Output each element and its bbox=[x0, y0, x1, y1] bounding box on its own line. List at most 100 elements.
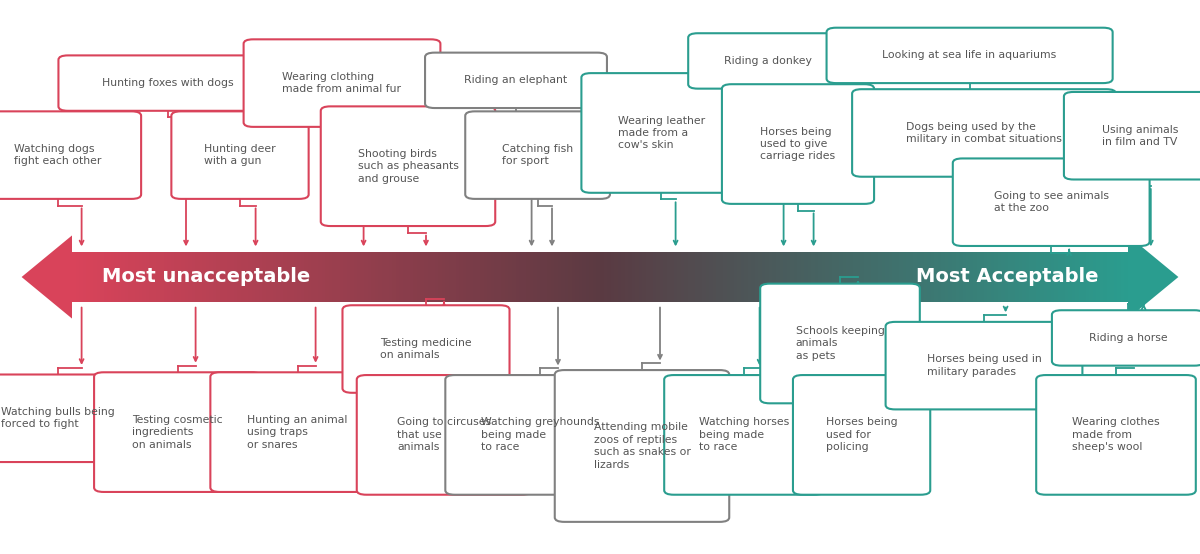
Bar bbox=[72, 252, 76, 302]
Bar bbox=[238, 252, 241, 302]
Text: Wearing clothing
made from animal fur: Wearing clothing made from animal fur bbox=[282, 72, 402, 94]
Bar bbox=[86, 252, 90, 302]
Text: Schools keeping
animals
as pets: Schools keeping animals as pets bbox=[796, 326, 884, 361]
Bar bbox=[680, 252, 684, 302]
Bar bbox=[952, 252, 955, 302]
Bar bbox=[800, 252, 804, 302]
Bar bbox=[192, 252, 196, 302]
Bar bbox=[136, 252, 139, 302]
Text: Going to see animals
at the zoo: Going to see animals at the zoo bbox=[994, 191, 1109, 213]
Bar bbox=[118, 252, 121, 302]
Bar bbox=[962, 252, 966, 302]
Bar bbox=[476, 252, 480, 302]
Bar bbox=[833, 252, 836, 302]
Bar bbox=[737, 252, 740, 302]
Bar bbox=[343, 252, 347, 302]
Bar bbox=[445, 252, 449, 302]
Bar bbox=[997, 252, 1001, 302]
Bar bbox=[744, 252, 748, 302]
Bar bbox=[628, 252, 631, 302]
Bar bbox=[540, 252, 544, 302]
Bar bbox=[582, 252, 586, 302]
Bar bbox=[79, 252, 83, 302]
Bar bbox=[385, 252, 389, 302]
Bar bbox=[720, 252, 724, 302]
Bar bbox=[1090, 252, 1093, 302]
Text: Going to circuses
that use
animals: Going to circuses that use animals bbox=[397, 418, 491, 452]
Bar bbox=[966, 252, 970, 302]
Polygon shape bbox=[22, 235, 72, 319]
FancyBboxPatch shape bbox=[827, 28, 1112, 83]
Bar bbox=[875, 252, 878, 302]
Text: Wearing leather
made from a
cow's skin: Wearing leather made from a cow's skin bbox=[618, 116, 704, 150]
Bar bbox=[547, 252, 551, 302]
FancyBboxPatch shape bbox=[466, 111, 610, 199]
Bar bbox=[287, 252, 290, 302]
Bar bbox=[1106, 252, 1110, 302]
Bar bbox=[294, 252, 298, 302]
Bar bbox=[230, 252, 234, 302]
Bar bbox=[684, 252, 688, 302]
Bar bbox=[1124, 252, 1128, 302]
Bar bbox=[815, 252, 818, 302]
Bar bbox=[1026, 252, 1030, 302]
Bar bbox=[156, 252, 160, 302]
Bar bbox=[256, 252, 258, 302]
Bar bbox=[973, 252, 977, 302]
FancyBboxPatch shape bbox=[1064, 92, 1200, 179]
Bar bbox=[94, 252, 97, 302]
Text: Watching horses
being made
to race: Watching horses being made to race bbox=[698, 418, 790, 452]
Bar bbox=[562, 252, 565, 302]
Bar bbox=[139, 252, 143, 302]
Bar bbox=[308, 252, 311, 302]
Bar bbox=[955, 252, 959, 302]
FancyBboxPatch shape bbox=[210, 372, 385, 492]
Bar bbox=[886, 252, 889, 302]
Bar bbox=[565, 252, 569, 302]
Text: Watching greyhounds
being made
to race: Watching greyhounds being made to race bbox=[481, 418, 599, 452]
Bar bbox=[520, 252, 522, 302]
Bar bbox=[1103, 252, 1106, 302]
Bar bbox=[569, 252, 572, 302]
Bar bbox=[731, 252, 733, 302]
Bar bbox=[311, 252, 314, 302]
Bar bbox=[1114, 252, 1117, 302]
Text: Most unacceptable: Most unacceptable bbox=[102, 268, 311, 286]
Bar bbox=[170, 252, 174, 302]
Bar bbox=[1044, 252, 1048, 302]
Bar bbox=[103, 252, 107, 302]
Bar bbox=[614, 252, 618, 302]
Bar bbox=[920, 252, 924, 302]
Bar bbox=[895, 252, 899, 302]
FancyBboxPatch shape bbox=[425, 53, 607, 108]
Bar bbox=[107, 252, 110, 302]
Bar bbox=[340, 252, 343, 302]
Bar bbox=[196, 252, 199, 302]
Bar bbox=[522, 252, 526, 302]
FancyBboxPatch shape bbox=[172, 111, 308, 199]
FancyBboxPatch shape bbox=[852, 89, 1116, 177]
Bar bbox=[678, 252, 680, 302]
Bar bbox=[554, 252, 558, 302]
Bar bbox=[931, 252, 935, 302]
Bar bbox=[882, 252, 886, 302]
Bar bbox=[790, 252, 793, 302]
Bar bbox=[536, 252, 540, 302]
Bar bbox=[100, 252, 103, 302]
Text: Riding a donkey: Riding a donkey bbox=[724, 56, 812, 66]
Bar bbox=[280, 252, 283, 302]
Bar bbox=[248, 252, 252, 302]
Bar bbox=[642, 252, 646, 302]
Bar bbox=[262, 252, 265, 302]
Bar bbox=[604, 252, 607, 302]
FancyBboxPatch shape bbox=[689, 33, 848, 89]
Bar bbox=[1050, 252, 1054, 302]
Bar bbox=[114, 252, 118, 302]
Bar bbox=[864, 252, 868, 302]
Bar bbox=[371, 252, 374, 302]
Bar bbox=[205, 252, 209, 302]
Bar bbox=[917, 252, 920, 302]
Bar bbox=[924, 252, 928, 302]
Bar bbox=[899, 252, 902, 302]
Bar bbox=[664, 252, 667, 302]
